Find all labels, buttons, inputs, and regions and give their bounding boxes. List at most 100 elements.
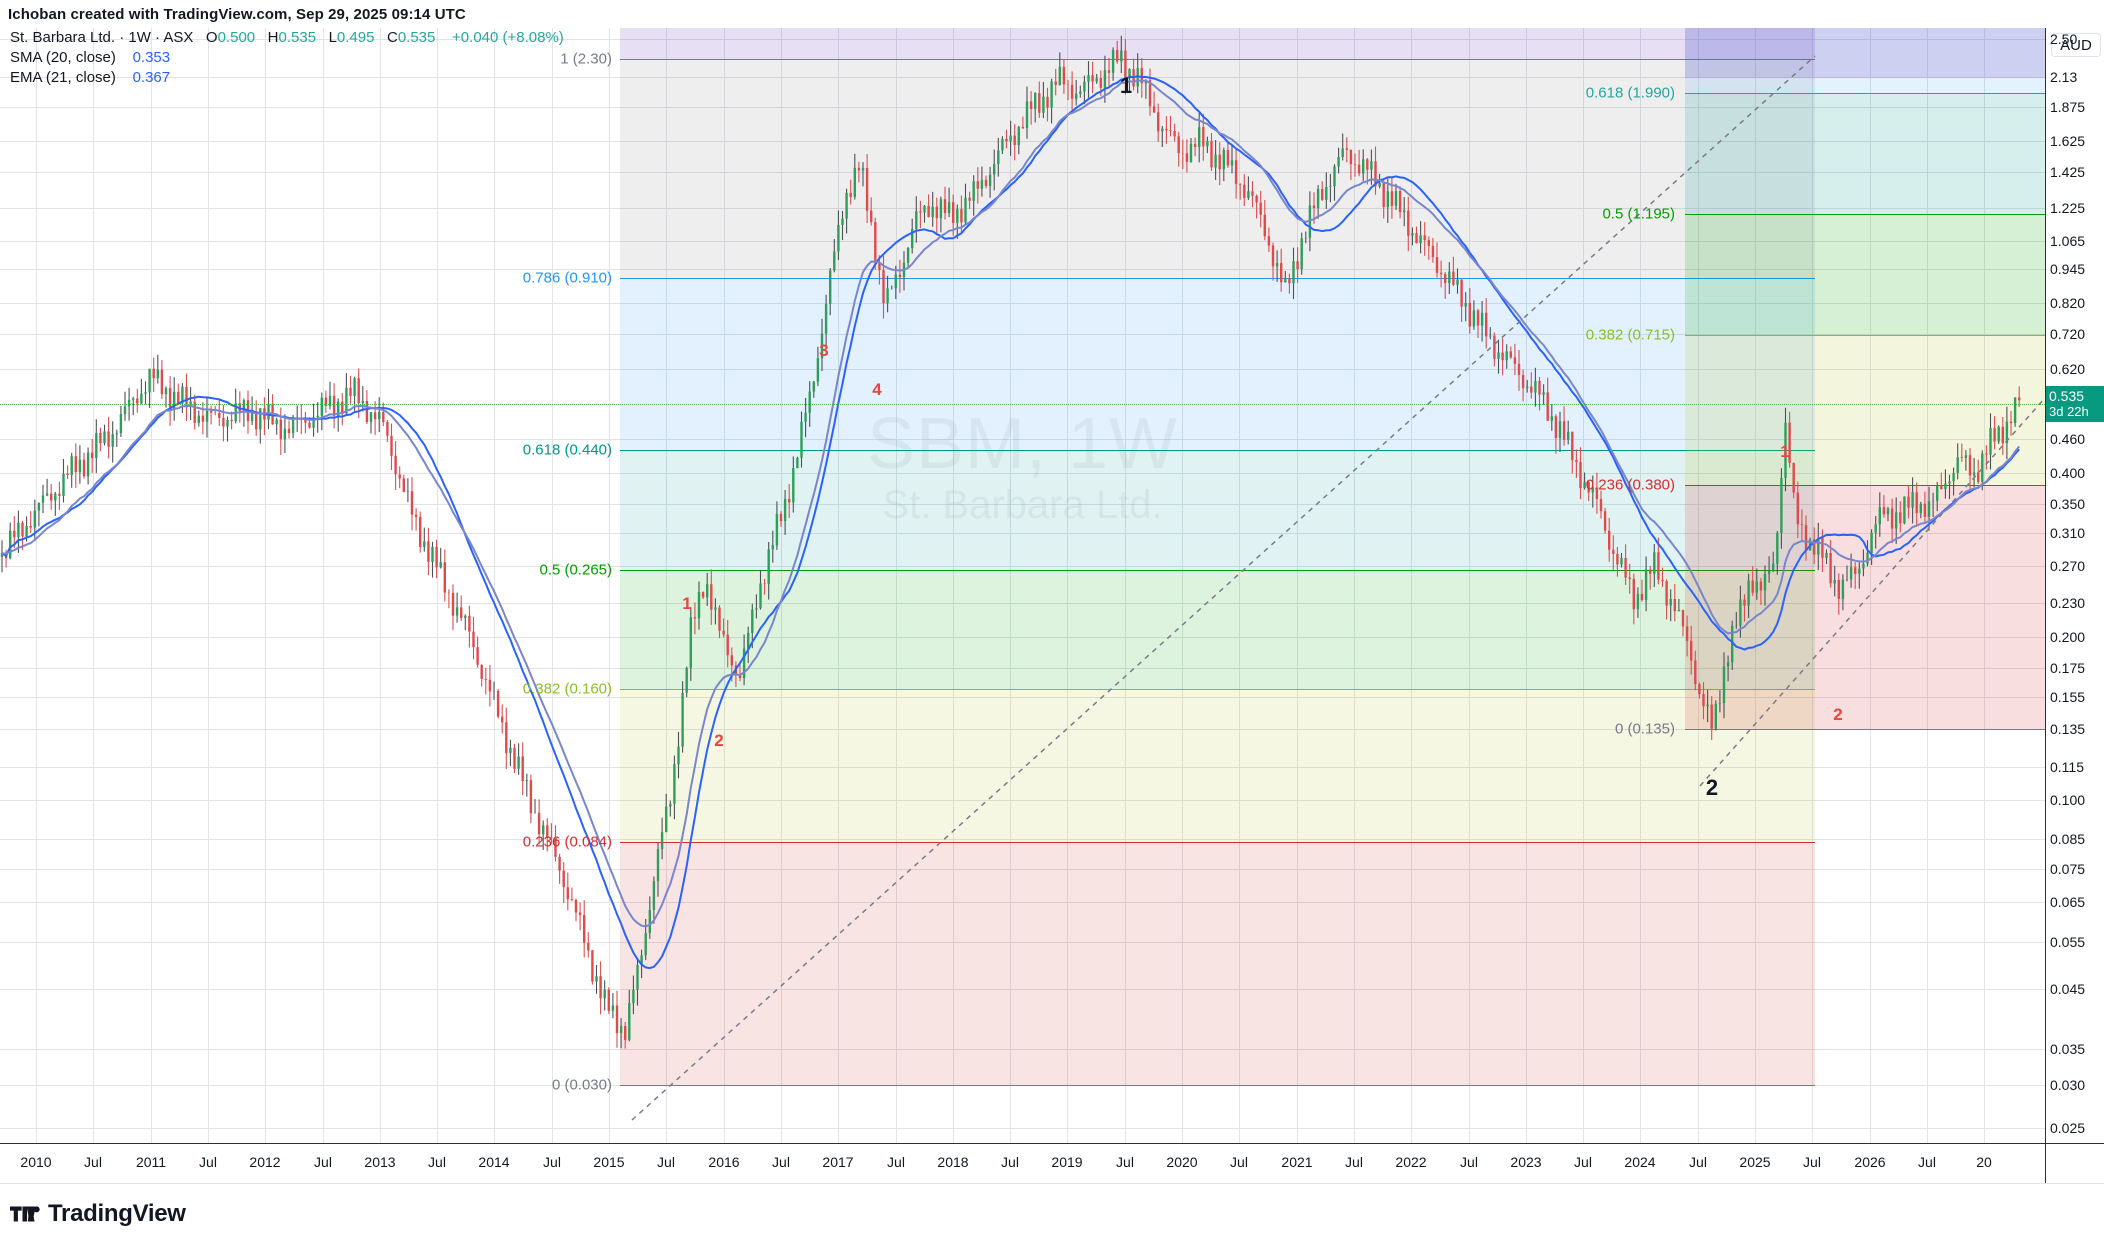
fib-level-line: [1685, 729, 2045, 731]
chart-pane[interactable]: SBM, 1W St. Barbara Ltd. 1 (2.30) 0.786 (…: [0, 28, 2045, 1143]
time-axis-tick: Jul: [1001, 1154, 1019, 1170]
grid-line-horizontal: [0, 240, 2045, 242]
fib-level-line: [1685, 335, 2045, 337]
time-axis-tick: 2022: [1395, 1154, 1427, 1170]
legend-close-value: 0.535: [397, 29, 436, 46]
time-axis-tick: Jul: [772, 1154, 790, 1170]
grid-line-horizontal: [0, 989, 2045, 991]
fib-level-line: [620, 841, 1815, 843]
grid-line-horizontal: [0, 668, 2045, 670]
time-axis-tick: 2015: [593, 1154, 625, 1170]
grid-line-horizontal: [0, 76, 2045, 78]
grid-line-vertical: [437, 28, 438, 1143]
time-axis-tick: Jul: [1230, 1154, 1248, 1170]
time-axis-tick: 2025: [1739, 1154, 1771, 1170]
time-axis-tick: Jul: [1689, 1154, 1707, 1170]
fib-level-line: [620, 450, 1815, 451]
time-axis-tick: Jul: [428, 1154, 446, 1170]
grid-line-vertical: [1927, 28, 1928, 1143]
price-axis-tick: 0.175: [2050, 660, 2086, 677]
grid-line-vertical: [1067, 28, 1068, 1143]
time-axis-tick: Jul: [657, 1154, 675, 1170]
fib-level-line: [620, 58, 1815, 60]
fib-level-line: [1685, 484, 2045, 486]
price-axis-tick: 1.875: [2050, 99, 2086, 116]
grid-line-horizontal: [0, 368, 2045, 370]
grid-line-vertical: [609, 28, 610, 1143]
time-axis-tick: 2024: [1624, 1154, 1656, 1170]
time-axis-tick: 2017: [822, 1154, 854, 1170]
fib-level-line: [620, 689, 1815, 691]
time-axis-tick: Jul: [1574, 1154, 1592, 1170]
time-axis-tick: 2021: [1281, 1154, 1313, 1170]
current-price-value: 0.535: [2049, 387, 2085, 404]
price-axis-tick: 0.945: [2050, 261, 2086, 278]
grid-line-horizontal: [0, 333, 2045, 335]
legend-row-ema[interactable]: EMA (21, close) 0.367: [10, 68, 564, 88]
time-axis-tick: 2010: [20, 1154, 52, 1170]
price-series: [0, 35, 2021, 1049]
grid-line-horizontal: [0, 767, 2045, 769]
grid-line-horizontal: [0, 800, 2045, 802]
price-axis-tick: 0.085: [2050, 830, 2086, 847]
time-axis-tick: Jul: [314, 1154, 332, 1170]
legend-low-label: L: [328, 29, 337, 46]
legend-symbol[interactable]: St. Barbara Ltd. · 1W · ASX: [10, 29, 194, 46]
grid-line-vertical: [1354, 28, 1355, 1143]
fib-level-line: [620, 1085, 1815, 1087]
fib-level-label: 0.236 (0.084): [522, 833, 612, 851]
watermark-symbol: SBM, 1W: [866, 404, 1179, 484]
price-axis-tick: 0.720: [2050, 325, 2086, 342]
fib-level-label: 0.786 (0.910): [522, 269, 612, 287]
fib-level-line: [1685, 213, 2045, 215]
price-axis-tick: 2.13: [2050, 68, 2078, 85]
grid-line-vertical: [1125, 28, 1126, 1143]
price-axis[interactable]: AUD 2.50 2.13 1.875 1.625 1.425 1.225 1.065 0.9…: [2045, 28, 2104, 1143]
price-axis-tick: 0.045: [2050, 981, 2086, 998]
grid-line-horizontal: [0, 302, 2045, 304]
price-axis-tick: 0.400: [2050, 464, 2086, 481]
time-axis-tick: 2018: [937, 1154, 969, 1170]
time-axis-tick: 2023: [1510, 1154, 1542, 1170]
fib-level-label: 0.5 (0.265): [539, 561, 612, 579]
fib-level-line: [620, 278, 1815, 280]
wave-label-1-a: 1: [682, 594, 692, 613]
grid-line-horizontal: [0, 107, 2045, 109]
fib-level-label: 0.236 (0.380): [1585, 476, 1675, 494]
legend-high-label: H: [267, 29, 279, 46]
grid-line-vertical: [1984, 28, 1985, 1143]
price-axis-tick: 1.065: [2050, 232, 2086, 249]
wave-label-3: 3: [819, 341, 829, 360]
grid-line-horizontal: [0, 1128, 2045, 1130]
price-axis-tick: 0.230: [2050, 595, 2086, 612]
chart-legend: St. Barbara Ltd. · 1W · ASX O0.500 H0.53…: [10, 28, 564, 88]
legend-row-sma[interactable]: SMA (20, close) 0.353: [10, 48, 564, 68]
currency-badge: AUD: [2051, 33, 2101, 57]
legend-row-ohlc[interactable]: St. Barbara Ltd. · 1W · ASX O0.500 H0.53…: [10, 28, 564, 48]
price-axis-tick: 0.065: [2050, 894, 2086, 911]
grid-line-vertical: [552, 28, 553, 1143]
time-axis-tick: 20: [1976, 1154, 1992, 1170]
time-axis-tick: Jul: [1116, 1154, 1134, 1170]
time-axis-tick: 2026: [1854, 1154, 1886, 1170]
sma-20-line: [1, 75, 2020, 970]
trend-lines: [631, 55, 2045, 1121]
time-axis-tick: Jul: [1803, 1154, 1821, 1170]
time-axis-tick: 2014: [478, 1154, 510, 1170]
legend-sma-label: SMA (20, close): [10, 49, 116, 66]
grid-line-vertical: [380, 28, 381, 1143]
price-axis-tick: 0.030: [2050, 1077, 2086, 1094]
tradingview-logo-icon: [10, 1203, 40, 1225]
time-axis[interactable]: 2010 Jul 2011 Jul 2012 Jul 2013 Jul 2014 Jul 2015 J…: [0, 1143, 2104, 1183]
time-axis-tick: 2019: [1051, 1154, 1083, 1170]
grid-line-vertical: [1870, 28, 1871, 1143]
price-axis-tick: 0.035: [2050, 1040, 2086, 1057]
price-axis-tick: 0.115: [2050, 759, 2084, 776]
grid-line-vertical: [93, 28, 94, 1143]
fib-level-label: 0 (0.030): [551, 1076, 612, 1094]
time-axis-tick: 2020: [1166, 1154, 1198, 1170]
grid-line-horizontal: [0, 140, 2045, 142]
grid-line-horizontal: [0, 838, 2045, 840]
time-axis-tick: Jul: [1345, 1154, 1363, 1170]
